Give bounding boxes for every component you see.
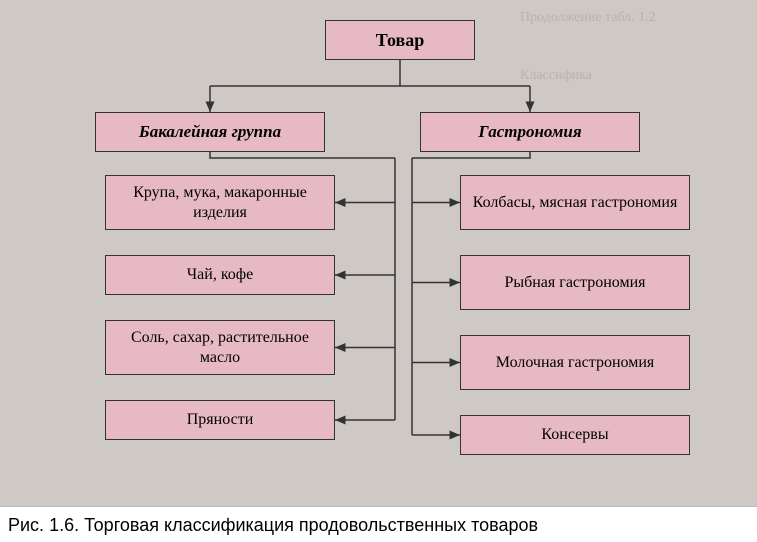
item-label: Крупа, мука, макаронные изделия — [116, 183, 324, 223]
left-item-node: Пряности — [105, 400, 335, 440]
item-label: Колбасы, мясная гастрономия — [473, 193, 678, 213]
category-node-bakaleya: Бакалейная группа — [95, 112, 325, 152]
classification-diagram: Товар Бакалейная группа Гастрономия Крупа… — [0, 0, 757, 510]
caption-text: Рис. 1.6. Торговая классификация продово… — [8, 515, 538, 535]
root-node: Товар — [325, 20, 475, 60]
left-item-node: Крупа, мука, макаронные изделия — [105, 175, 335, 230]
item-label: Соль, сахар, растительное масло — [116, 328, 324, 368]
item-label: Рыбная гастрономия — [504, 273, 645, 293]
item-label: Чай, кофе — [187, 265, 254, 285]
left-item-node: Чай, кофе — [105, 255, 335, 295]
item-label: Пряности — [187, 410, 254, 430]
category-label: Гастрономия — [478, 121, 581, 142]
left-item-node: Соль, сахар, растительное масло — [105, 320, 335, 375]
category-label: Бакалейная группа — [139, 121, 281, 142]
right-item-node: Колбасы, мясная гастрономия — [460, 175, 690, 230]
root-label: Товар — [376, 29, 424, 52]
item-label: Консервы — [541, 425, 608, 445]
right-item-node: Рыбная гастрономия — [460, 255, 690, 310]
figure-caption: Рис. 1.6. Торговая классификация продово… — [0, 506, 757, 542]
right-item-node: Молочная гастрономия — [460, 335, 690, 390]
category-node-gastro: Гастрономия — [420, 112, 640, 152]
right-item-node: Консервы — [460, 415, 690, 455]
item-label: Молочная гастрономия — [496, 353, 655, 373]
